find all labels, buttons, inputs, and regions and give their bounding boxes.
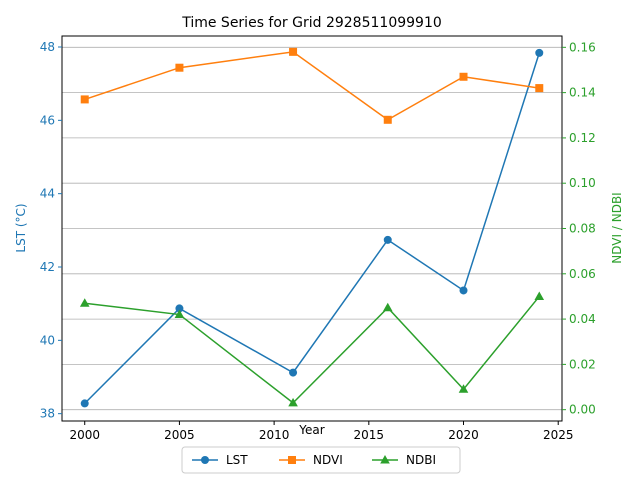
y-left-tick-label: 48 (40, 40, 55, 54)
legend-label-ndvi: NDVI (313, 453, 343, 467)
legend-marker-ndvi (288, 456, 296, 464)
y-axis-left-label: LST (°C) (14, 203, 28, 252)
y-axis-right: 0.00 0.02 0.04 0.06 0.08 0.10 0.12 0.14 0.16 (562, 40, 596, 417)
data-point-ndbi (458, 384, 469, 393)
x-tick-label: 2005 (164, 428, 195, 442)
data-point-ndbi (79, 298, 90, 307)
y-right-tick-label: 0.06 (569, 267, 596, 281)
data-point-ndvi (175, 63, 184, 72)
y-right-tick-label: 0.16 (569, 40, 596, 54)
x-tick-label: 2010 (259, 428, 290, 442)
data-point-lst (175, 304, 184, 313)
legend-marker-ndbi (380, 455, 390, 464)
series-line-ndvi (84, 51, 540, 121)
data-point-ndvi (535, 84, 544, 93)
legend-marker-lst (201, 456, 209, 464)
y-right-tick-label: 0.12 (569, 131, 596, 145)
data-point-ndbi (288, 397, 298, 407)
series-line-ndbi (84, 295, 540, 404)
series-lst (80, 48, 544, 408)
data-point-ndvi (383, 115, 392, 124)
chart-title: Time Series for Grid 2928511099910 (181, 15, 442, 31)
x-tick-label: 2020 (448, 428, 479, 442)
data-point-ndbi (382, 302, 393, 312)
x-tick-label: 2025 (543, 428, 574, 442)
y-left-tick-label: 46 (40, 113, 55, 127)
series-ndvi (80, 47, 544, 124)
x-tick-label: 2015 (354, 428, 385, 442)
y-left-tick-label: 40 (40, 333, 55, 347)
data-point-ndvi (80, 95, 89, 104)
grid-lines (62, 46, 562, 411)
data-point-ndvi (459, 72, 468, 81)
legend: LST NDVI NDBI (181, 446, 461, 474)
y-left-tick-label: 42 (40, 260, 55, 274)
x-axis: 2000 2005 2010 2015 2020 2025 (69, 421, 573, 442)
data-point-lst (80, 399, 89, 408)
legend-label-lst: LST (226, 453, 248, 467)
y-right-tick-label: 0.00 (569, 403, 596, 417)
series-line-lst (84, 52, 540, 404)
x-tick-label: 2000 (69, 428, 100, 442)
legend-label-ndbi: NDBI (406, 453, 436, 467)
y-right-tick-label: 0.04 (569, 312, 596, 326)
y-left-tick-label: 44 (40, 187, 55, 201)
data-point-lst (535, 48, 544, 57)
y-left-tick-label: 38 (40, 407, 55, 421)
data-point-lst (459, 286, 468, 295)
y-axis-right-label: NDVI / NDBI (610, 192, 624, 263)
series-ndbi (79, 291, 545, 407)
data-point-ndvi (289, 47, 298, 56)
data-point-lst (383, 235, 392, 244)
series-group (79, 47, 545, 408)
data-point-lst (289, 368, 298, 377)
legend-box (181, 446, 461, 474)
y-right-tick-label: 0.14 (569, 86, 596, 100)
data-point-ndbi (174, 309, 185, 319)
x-axis-label: Year (298, 423, 324, 437)
y-right-tick-label: 0.10 (569, 176, 596, 190)
y-right-tick-label: 0.08 (569, 222, 596, 236)
y-axis-left: 38 40 42 44 46 48 (40, 40, 62, 421)
data-point-ndbi (534, 291, 545, 300)
y-right-tick-label: 0.02 (569, 357, 596, 371)
